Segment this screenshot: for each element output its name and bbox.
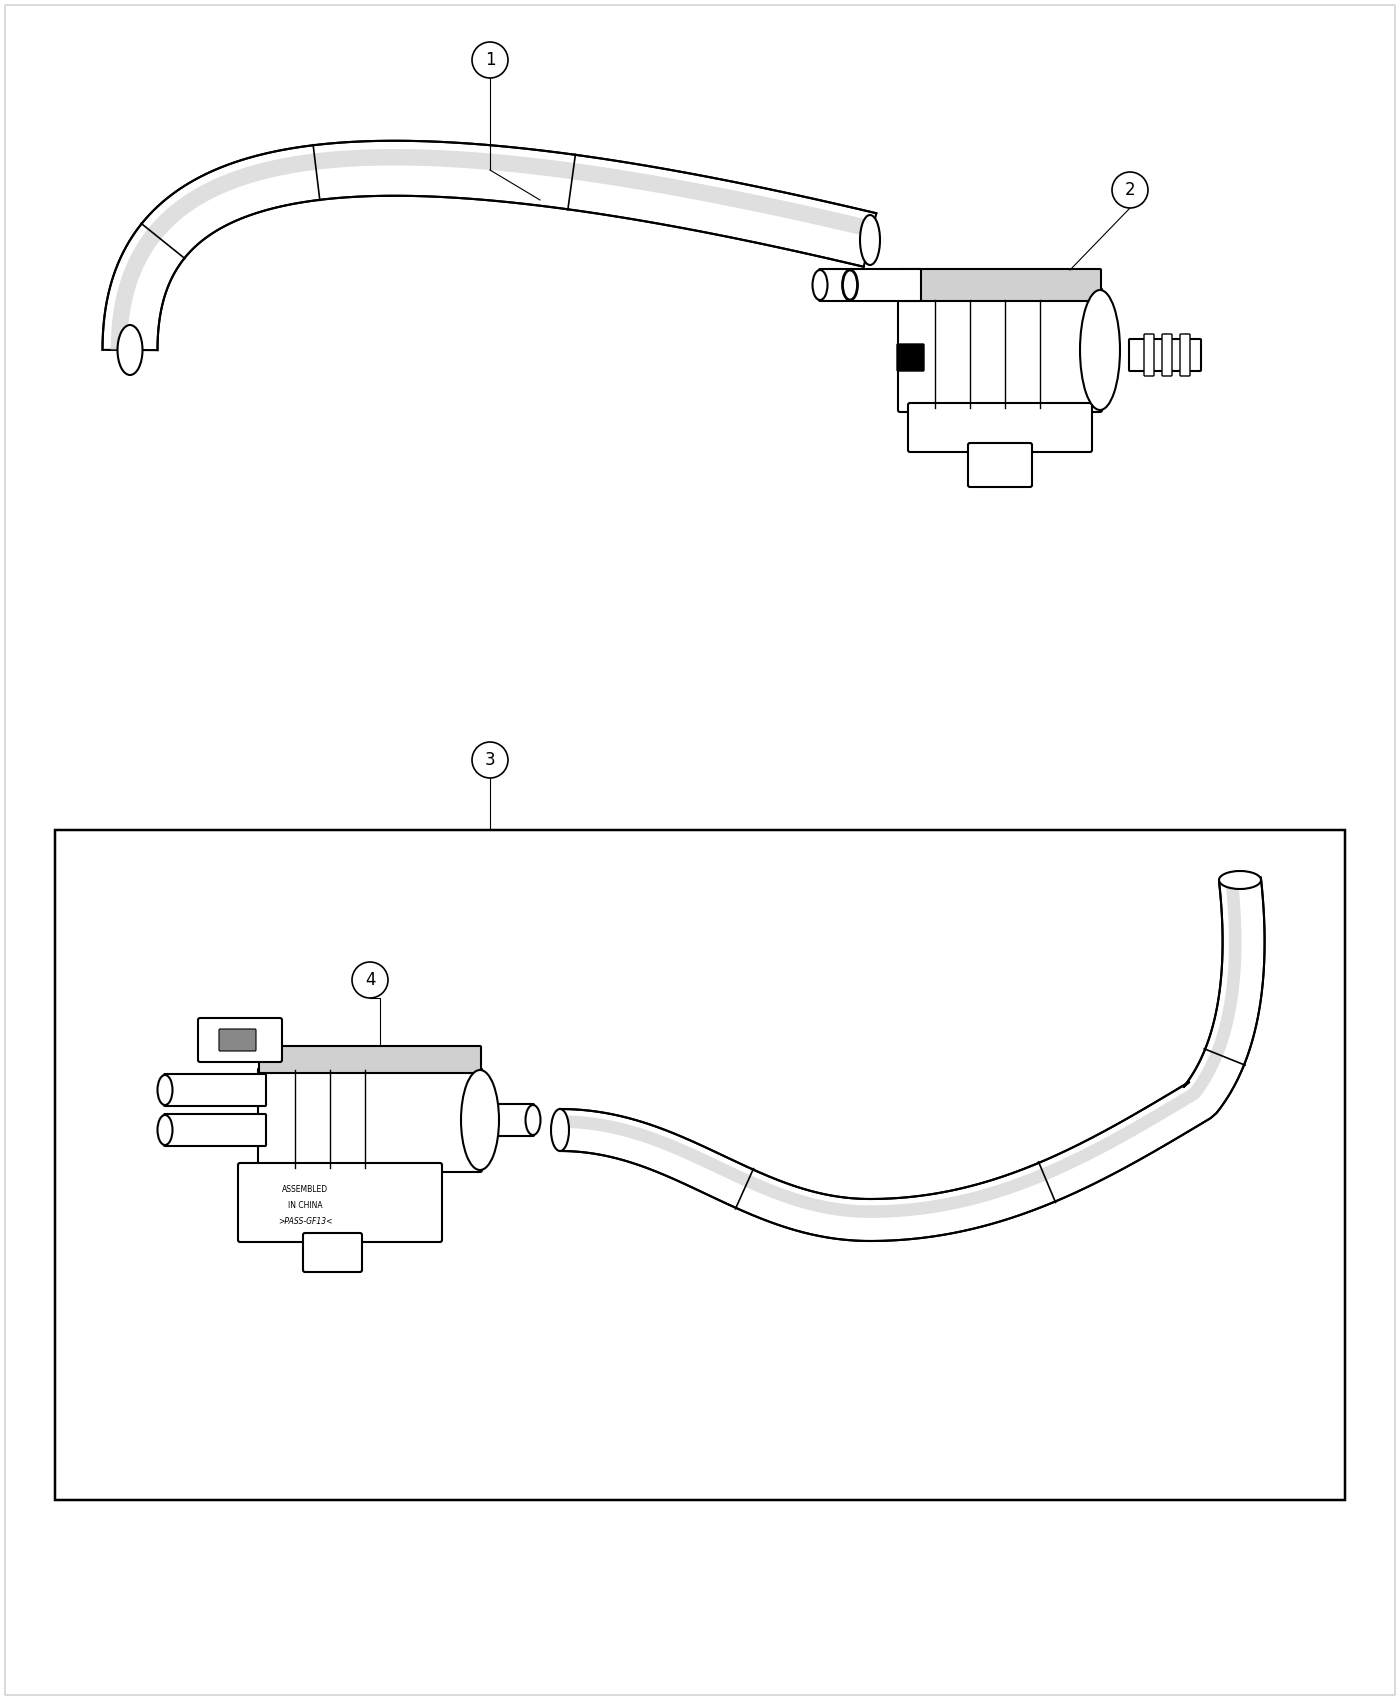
Circle shape	[351, 962, 388, 998]
Polygon shape	[102, 141, 876, 350]
Text: ASSEMBLED: ASSEMBLED	[281, 1185, 328, 1195]
FancyBboxPatch shape	[967, 444, 1032, 486]
Circle shape	[472, 741, 508, 779]
FancyBboxPatch shape	[1162, 333, 1172, 376]
Ellipse shape	[157, 1115, 172, 1146]
Ellipse shape	[1219, 870, 1261, 889]
FancyBboxPatch shape	[909, 403, 1092, 452]
FancyBboxPatch shape	[197, 1018, 281, 1062]
FancyBboxPatch shape	[238, 1163, 442, 1243]
Text: >PASS-GF13<: >PASS-GF13<	[277, 1217, 332, 1226]
FancyBboxPatch shape	[1128, 338, 1201, 371]
FancyBboxPatch shape	[1144, 333, 1154, 376]
FancyBboxPatch shape	[897, 343, 924, 371]
FancyBboxPatch shape	[218, 1028, 256, 1051]
FancyBboxPatch shape	[302, 1232, 363, 1272]
FancyBboxPatch shape	[259, 1046, 482, 1073]
Circle shape	[472, 42, 508, 78]
FancyBboxPatch shape	[899, 269, 1100, 301]
FancyBboxPatch shape	[55, 830, 1345, 1499]
Ellipse shape	[461, 1069, 498, 1170]
Polygon shape	[560, 881, 1242, 1217]
Circle shape	[1112, 172, 1148, 207]
Text: IN CHINA: IN CHINA	[287, 1200, 322, 1209]
Text: 2: 2	[1124, 180, 1135, 199]
Text: 1: 1	[484, 51, 496, 70]
Polygon shape	[111, 150, 875, 350]
Ellipse shape	[525, 1105, 540, 1136]
Ellipse shape	[812, 270, 827, 299]
Text: 4: 4	[365, 971, 375, 989]
Ellipse shape	[157, 1074, 172, 1105]
FancyBboxPatch shape	[164, 1114, 266, 1146]
Ellipse shape	[118, 325, 143, 376]
FancyBboxPatch shape	[164, 1074, 266, 1107]
Ellipse shape	[552, 1108, 568, 1151]
FancyBboxPatch shape	[258, 1068, 482, 1171]
FancyBboxPatch shape	[819, 269, 921, 301]
Polygon shape	[560, 877, 1264, 1241]
Ellipse shape	[860, 214, 881, 265]
FancyBboxPatch shape	[1180, 333, 1190, 376]
Ellipse shape	[1079, 291, 1120, 410]
FancyBboxPatch shape	[497, 1103, 533, 1136]
Text: 3: 3	[484, 751, 496, 768]
FancyBboxPatch shape	[897, 287, 1102, 411]
